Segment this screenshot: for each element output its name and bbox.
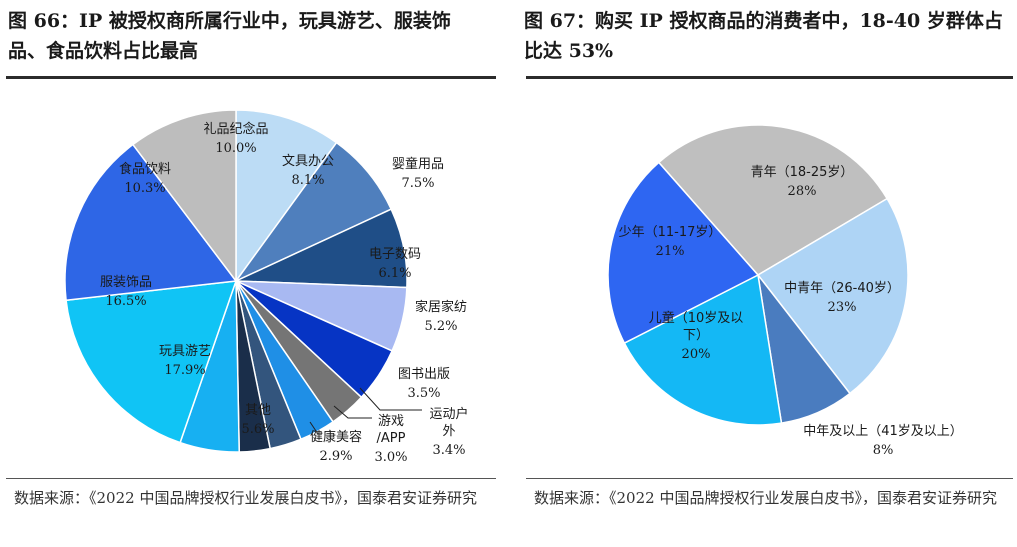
slice-category-label: 其他 — [245, 403, 271, 418]
slice-category-label: 运动户 — [429, 406, 468, 422]
slice-category-label: /APP — [377, 431, 406, 446]
right-pie-chart: 青年（18-25岁） 28% 中青年（26-40岁） 23% 中年及以上（41岁及以上）… — [607, 124, 963, 458]
slice-category-label: 少年（11-17岁） — [619, 225, 722, 240]
slice-category-label: 游戏 — [378, 414, 404, 429]
slice-value-label: 2.9% — [319, 449, 352, 464]
leader-line — [309, 421, 319, 435]
slice-category-label: 儿童（10岁及以 — [649, 310, 744, 326]
slice-value-label: 6.1% — [378, 266, 411, 281]
slice-category-label: 家居家纺 — [415, 299, 467, 315]
left-figure-title: 图 66：IP 被授权商所属行业中，玩具游艺、服装饰品、食品饮料占比最高 — [8, 10, 451, 62]
pie-slice — [623, 273, 783, 426]
pie-slice — [235, 109, 338, 284]
slice-category-label: 外 — [442, 424, 455, 439]
pie-slice — [65, 280, 238, 444]
right-figure-panel: 图 67：购买 IP 授权商品的消费者中，18-40 岁群体占比达 53% 青年… — [520, 0, 1017, 547]
pie-slice — [131, 109, 237, 284]
pie-slice — [657, 124, 889, 276]
slice-value-label: 17.9% — [164, 363, 205, 378]
slice-value-label: 28% — [788, 184, 817, 199]
leader-line — [359, 387, 422, 411]
pie-slice — [756, 197, 909, 395]
slice-category-label: 青年（18-25岁） — [751, 165, 854, 180]
slice-category-label: 中年及以上（41岁及以上） — [803, 424, 963, 439]
slice-category-label: 婴童用品 — [392, 156, 444, 172]
pie-slice — [64, 143, 238, 302]
slice-category-label: 图书出版 — [398, 367, 450, 382]
slice-value-label: 5.2% — [424, 319, 457, 334]
slice-value-label: 3.0% — [374, 450, 407, 465]
slice-value-label: 3.4% — [432, 443, 465, 458]
slice-value-label: 5.6% — [241, 422, 274, 437]
left-source-note: 数据来源：《2022 中国品牌授权行业发展白皮书》，国泰君安证券研究 — [14, 489, 477, 507]
slice-value-label: 10.3% — [124, 181, 165, 196]
slice-value-label: 16.5% — [105, 294, 146, 309]
slice-value-label: 8% — [873, 443, 894, 458]
slice-category-label: 健康美容 — [310, 429, 362, 445]
right-source-note: 数据来源：《2022 中国品牌授权行业发展白皮书》，国泰君安证券研究 — [534, 489, 997, 507]
right-title-rule — [526, 76, 1013, 79]
slice-category-label: 下） — [683, 328, 709, 343]
slice-value-label: 7.5% — [401, 176, 434, 191]
slice-value-label: 23% — [828, 300, 857, 315]
slice-category-label: 电子数码 — [369, 247, 421, 262]
left-title-rule — [6, 76, 496, 79]
slice-category-label: 服装饰品 — [100, 275, 152, 290]
left-figure-panel: 图 66：IP 被授权商所属行业中，玩具游艺、服装饰品、食品饮料占比最高 礼品纪… — [0, 0, 500, 547]
slice-value-label: 10.0% — [215, 141, 256, 156]
right-source-rule — [526, 478, 1013, 479]
right-figure-title: 图 67：购买 IP 授权商品的消费者中，18-40 岁群体占比达 53% — [524, 10, 1003, 62]
slice-value-label: 3.5% — [407, 386, 440, 401]
slice-category-label: 礼品纪念品 — [203, 121, 268, 137]
left-source-rule — [6, 478, 496, 479]
slice-category-label: 中青年（26-40岁） — [784, 281, 900, 296]
slice-category-label: 文具办公 — [282, 154, 334, 169]
leader-line — [333, 405, 372, 419]
pie-slice — [607, 161, 760, 345]
slice-category-label: 玩具游艺 — [159, 344, 211, 359]
slice-value-label: 8.1% — [291, 173, 324, 188]
slice-category-label: 食品饮料 — [119, 161, 171, 177]
slice-value-label: 20% — [682, 347, 711, 362]
slice-value-label: 21% — [656, 244, 685, 259]
left-pie-chart: 礼品纪念品 10.0% 文具办公 8.1% 婴童用品 7.5% 电子数码 6.1% 家居家纺 5.… — [64, 109, 469, 465]
